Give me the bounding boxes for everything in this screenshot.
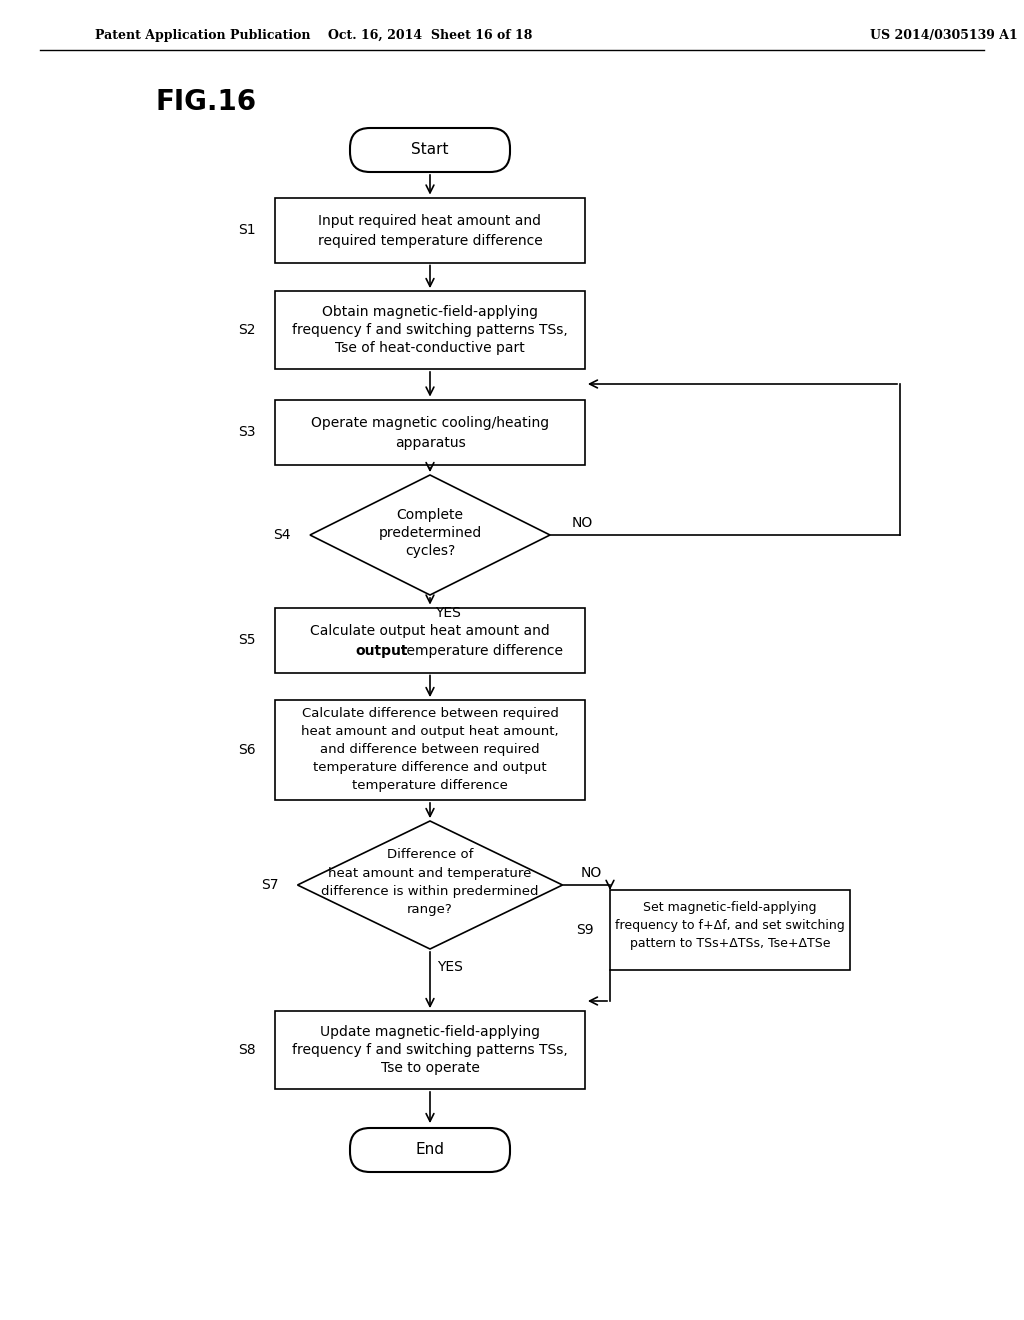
Text: S4: S4: [273, 528, 291, 543]
Text: S6: S6: [239, 743, 256, 756]
Text: S5: S5: [239, 634, 256, 647]
Text: Tse of heat-conductive part: Tse of heat-conductive part: [335, 341, 525, 355]
Text: heat amount and output heat amount,: heat amount and output heat amount,: [301, 726, 559, 738]
Bar: [275, 400, 585, 465]
Text: Complete: Complete: [396, 508, 464, 521]
Text: frequency f and switching patterns TSs,: frequency f and switching patterns TSs,: [292, 1043, 568, 1057]
Text: Obtain magnetic-field-applying: Obtain magnetic-field-applying: [322, 305, 538, 319]
Text: temperature difference: temperature difference: [352, 780, 508, 792]
Text: predetermined: predetermined: [379, 525, 481, 540]
Text: frequency to f+Δf, and set switching: frequency to f+Δf, and set switching: [615, 920, 845, 932]
Text: apparatus: apparatus: [394, 436, 465, 450]
Text: Start: Start: [412, 143, 449, 157]
Text: Operate magnetic cooling/heating: Operate magnetic cooling/heating: [311, 416, 549, 430]
Text: frequency f and switching patterns TSs,: frequency f and switching patterns TSs,: [292, 323, 568, 337]
Text: S1: S1: [239, 223, 256, 238]
Text: YES: YES: [435, 606, 461, 620]
Bar: [275, 1011, 585, 1089]
Text: temperature difference: temperature difference: [401, 644, 563, 657]
Text: Set magnetic-field-applying: Set magnetic-field-applying: [643, 902, 817, 915]
FancyBboxPatch shape: [350, 128, 510, 172]
Text: required temperature difference: required temperature difference: [317, 234, 543, 248]
Text: Tse to operate: Tse to operate: [381, 1061, 479, 1074]
Bar: [275, 290, 585, 370]
Text: US 2014/0305139 A1: US 2014/0305139 A1: [870, 29, 1018, 41]
Polygon shape: [310, 475, 550, 595]
FancyBboxPatch shape: [350, 1129, 510, 1172]
Bar: [275, 700, 585, 800]
Bar: [275, 198, 585, 263]
Text: S2: S2: [239, 323, 256, 337]
Text: Update magnetic-field-applying: Update magnetic-field-applying: [319, 1026, 540, 1039]
Text: output: output: [355, 644, 409, 657]
Text: temperature difference and output: temperature difference and output: [313, 762, 547, 775]
Text: cycles?: cycles?: [404, 544, 455, 558]
Text: S9: S9: [577, 923, 594, 937]
Text: Oct. 16, 2014  Sheet 16 of 18: Oct. 16, 2014 Sheet 16 of 18: [328, 29, 532, 41]
Text: and difference between required: and difference between required: [321, 743, 540, 756]
Text: Input required heat amount and: Input required heat amount and: [318, 214, 542, 228]
Text: YES: YES: [437, 960, 463, 974]
Text: S7: S7: [261, 878, 279, 892]
Text: Patent Application Publication: Patent Application Publication: [95, 29, 310, 41]
Text: NO: NO: [572, 516, 593, 531]
Polygon shape: [298, 821, 562, 949]
Text: S3: S3: [239, 425, 256, 440]
Text: pattern to TSs+ΔTSs, Tse+ΔTSe: pattern to TSs+ΔTSs, Tse+ΔTSe: [630, 937, 830, 950]
Text: NO: NO: [581, 866, 602, 880]
Text: heat amount and temperature: heat amount and temperature: [329, 866, 531, 879]
Text: Difference of: Difference of: [387, 849, 473, 862]
Text: FIG.16: FIG.16: [155, 88, 256, 116]
Text: range?: range?: [408, 903, 453, 916]
Bar: [275, 607, 585, 672]
Text: S8: S8: [239, 1043, 256, 1057]
Text: Calculate output heat amount and: Calculate output heat amount and: [310, 624, 550, 638]
Text: difference is within predermined: difference is within predermined: [322, 884, 539, 898]
Text: End: End: [416, 1143, 444, 1158]
Bar: [610, 890, 850, 970]
Text: Calculate difference between required: Calculate difference between required: [301, 708, 558, 721]
